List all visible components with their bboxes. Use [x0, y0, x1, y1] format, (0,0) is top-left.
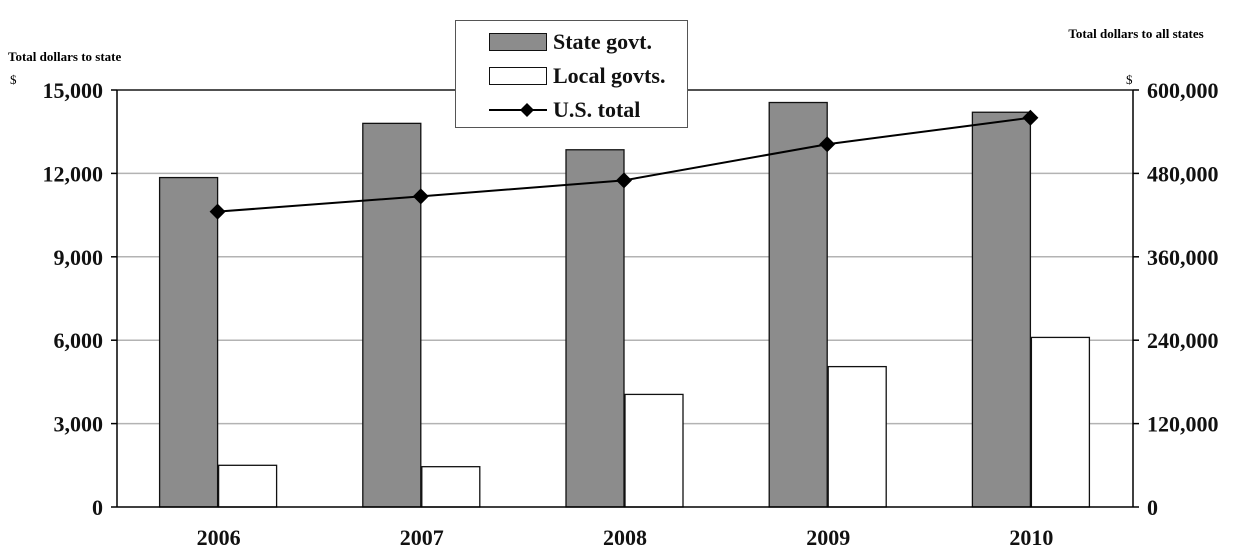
left-axis-title: Total dollars to state — [8, 49, 122, 64]
x-tick-label: 2007 — [400, 525, 444, 549]
bar-state-govt — [362, 122, 422, 508]
left-tick-labels: 0 3,000 6,000 9,000 12,000 15,000 — [43, 78, 104, 520]
bar-local-govts — [827, 365, 887, 508]
bar-local-govts — [624, 393, 684, 508]
us-total-marker — [616, 172, 632, 189]
bar-state-govt — [971, 111, 1032, 508]
legend-label-state: State govt. — [553, 29, 652, 54]
right-tick-label: 360,000 — [1147, 245, 1219, 270]
right-currency-symbol: $ — [1126, 72, 1133, 87]
left-tick-label: 3,000 — [54, 412, 104, 437]
us-total-marker — [412, 188, 429, 205]
right-tick-labels: 0 120,000 240,000 360,000 480,000 600,000 — [1147, 78, 1219, 520]
legend-item-us: U.S. total — [489, 95, 640, 125]
us-total-marker — [1022, 109, 1039, 126]
bar-local-govts — [1030, 336, 1091, 508]
legend-label-local: Local govts. — [553, 63, 666, 88]
right-tick-label: 480,000 — [1147, 161, 1219, 186]
right-tick-label: 600,000 — [1147, 78, 1219, 103]
right-tick-label: 120,000 — [1147, 412, 1219, 437]
x-tick-labels: 2006 2007 2008 2009 2010 — [197, 525, 1054, 549]
bar-local-govts — [421, 466, 481, 508]
legend-label-us: U.S. total — [553, 97, 641, 122]
bar-state-govt — [768, 101, 828, 508]
local-govts-swatch — [489, 67, 547, 85]
bar-local-govts — [217, 464, 278, 508]
x-tick-label: 2006 — [197, 525, 241, 549]
legend-item-state: State govt. — [489, 27, 652, 57]
us-total-line — [209, 109, 1039, 220]
left-tick-label: 0 — [92, 495, 103, 520]
bar-state-govt — [565, 149, 625, 508]
state-govt-swatch — [489, 33, 547, 51]
legend-item-local: Local govts. — [489, 61, 665, 91]
left-tick-label: 6,000 — [54, 328, 104, 353]
us-total-swatch — [489, 101, 547, 119]
legend: State govt. Local govts. U.S. total — [455, 20, 688, 128]
left-tick-label: 15,000 — [43, 78, 104, 103]
us-total-marker — [209, 203, 226, 220]
right-axis-title: Total dollars to all states — [1068, 26, 1204, 41]
left-tick-label: 12,000 — [43, 161, 104, 186]
bar-state-govt — [158, 176, 219, 508]
x-tick-label: 2009 — [806, 525, 850, 549]
x-tick-label: 2008 — [603, 525, 647, 549]
right-tick-label: 240,000 — [1147, 328, 1219, 353]
right-tick-label: 0 — [1147, 495, 1158, 520]
left-tick-label: 9,000 — [54, 245, 104, 270]
us-total-marker — [819, 136, 836, 153]
left-currency-symbol: $ — [10, 72, 17, 87]
bars — [158, 101, 1091, 508]
x-tick-label: 2010 — [1009, 525, 1053, 549]
